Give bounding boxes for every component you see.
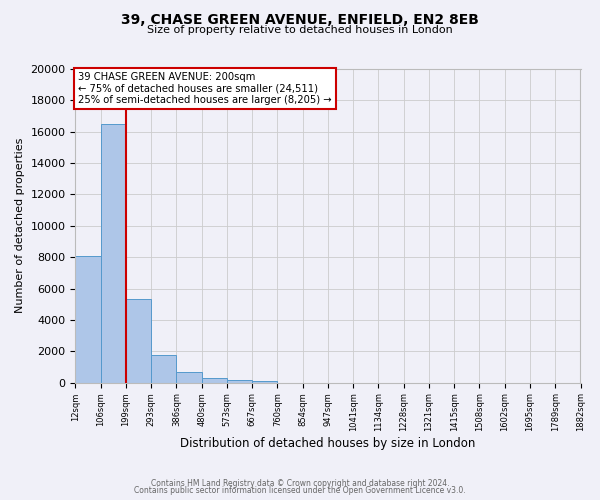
Bar (101, 124, 126, 382)
X-axis label: Distribution of detached houses by size in London: Distribution of detached houses by size … (180, 437, 476, 450)
Text: Size of property relative to detached houses in London: Size of property relative to detached ho… (147, 25, 453, 35)
Bar (176, 372, 202, 382)
Bar (202, 378, 227, 382)
Bar (227, 380, 252, 382)
Text: Contains HM Land Registry data © Crown copyright and database right 2024.: Contains HM Land Registry data © Crown c… (151, 478, 449, 488)
Bar (151, 355, 176, 382)
Text: Contains public sector information licensed under the Open Government Licence v3: Contains public sector information licen… (134, 486, 466, 495)
Bar (126, 300, 151, 382)
Bar (76, 256, 101, 382)
Bar (252, 381, 277, 382)
Text: 39 CHASE GREEN AVENUE: 200sqm
← 75% of detached houses are smaller (24,511)
25% : 39 CHASE GREEN AVENUE: 200sqm ← 75% of d… (78, 72, 332, 106)
Text: 39, CHASE GREEN AVENUE, ENFIELD, EN2 8EB: 39, CHASE GREEN AVENUE, ENFIELD, EN2 8EB (121, 12, 479, 26)
Y-axis label: Number of detached properties: Number of detached properties (15, 138, 25, 314)
